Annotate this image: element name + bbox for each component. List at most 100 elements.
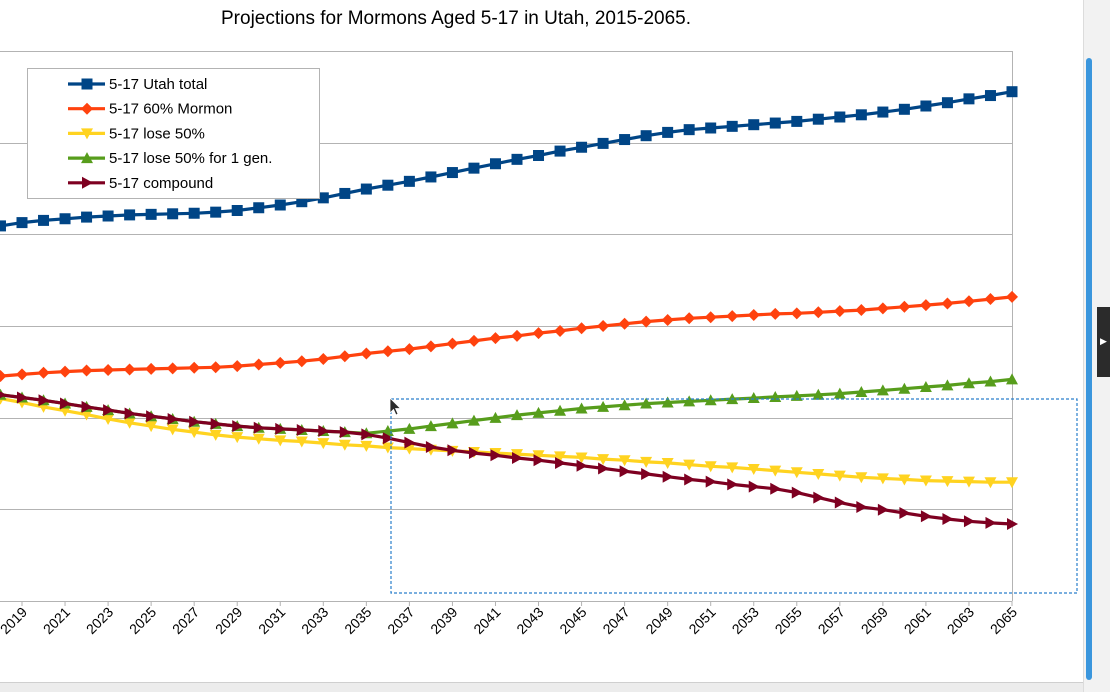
data-point bbox=[512, 452, 523, 464]
data-point bbox=[338, 350, 351, 363]
data-point bbox=[748, 119, 760, 131]
series-line bbox=[0, 397, 1012, 484]
data-point bbox=[533, 150, 545, 161]
data-point bbox=[81, 400, 93, 413]
data-point bbox=[640, 456, 653, 468]
data-point bbox=[167, 412, 179, 425]
data-point bbox=[231, 205, 243, 216]
data-point bbox=[661, 457, 674, 469]
legend-entry[interactable]: 5-17 lose 50% for 1 gen. bbox=[68, 150, 272, 167]
vertical-scrollbar-thumb[interactable] bbox=[1086, 58, 1092, 680]
data-point bbox=[339, 187, 351, 199]
data-point bbox=[963, 515, 975, 528]
data-point bbox=[0, 370, 7, 383]
data-point bbox=[919, 475, 932, 487]
data-point bbox=[295, 436, 308, 448]
legend-entry[interactable]: 5-17 compound bbox=[68, 175, 213, 192]
x-tick-label: 2043 bbox=[513, 604, 546, 637]
series-5[interactable] bbox=[0, 389, 1018, 530]
data-point bbox=[37, 366, 50, 379]
data-point bbox=[984, 293, 997, 306]
data-point bbox=[338, 439, 351, 451]
data-point bbox=[295, 355, 308, 368]
data-point bbox=[360, 440, 373, 452]
data-point bbox=[489, 158, 501, 170]
x-tick-label: 2063 bbox=[944, 604, 977, 637]
data-point bbox=[683, 124, 695, 136]
data-point bbox=[790, 307, 803, 320]
data-point bbox=[446, 337, 459, 350]
data-point bbox=[791, 486, 803, 499]
mouse-cursor-icon bbox=[389, 397, 402, 416]
data-point bbox=[618, 317, 631, 330]
data-point bbox=[833, 305, 846, 318]
data-point bbox=[747, 392, 760, 404]
x-tick-label: 2057 bbox=[815, 604, 848, 637]
data-point bbox=[855, 304, 868, 317]
data-point bbox=[876, 302, 889, 315]
data-point bbox=[619, 134, 631, 146]
legend-marker-icon bbox=[81, 102, 93, 115]
data-point bbox=[188, 427, 201, 439]
x-tick-label: 2037 bbox=[384, 604, 417, 637]
data-point bbox=[704, 394, 717, 406]
data-point bbox=[252, 433, 265, 445]
data-point bbox=[898, 382, 911, 394]
data-point bbox=[188, 361, 201, 374]
data-point bbox=[166, 424, 179, 436]
data-point bbox=[705, 122, 717, 134]
data-point bbox=[705, 475, 717, 488]
data-point bbox=[38, 214, 50, 226]
data-point bbox=[554, 451, 567, 463]
data-point bbox=[919, 299, 932, 312]
grid-layer bbox=[0, 51, 1013, 602]
selection-box[interactable] bbox=[390, 398, 1078, 594]
data-point bbox=[511, 153, 523, 165]
data-point bbox=[188, 207, 200, 219]
data-point bbox=[985, 516, 997, 529]
sidebar-toggle-handle[interactable] bbox=[1097, 307, 1110, 377]
data-point bbox=[80, 364, 93, 377]
series-3[interactable] bbox=[0, 393, 1018, 489]
data-point bbox=[876, 384, 889, 396]
legend-label: 5-17 Utah total bbox=[109, 76, 207, 93]
data-point bbox=[467, 334, 480, 347]
data-point bbox=[124, 209, 136, 221]
data-point bbox=[833, 470, 846, 482]
data-point bbox=[59, 213, 71, 225]
data-point bbox=[360, 183, 372, 195]
legend-entry[interactable]: 5-17 Utah total bbox=[68, 76, 207, 93]
data-point bbox=[166, 362, 179, 375]
data-point bbox=[16, 368, 28, 381]
data-point bbox=[274, 356, 287, 369]
data-point bbox=[532, 327, 545, 340]
data-point bbox=[232, 420, 244, 433]
series-2[interactable] bbox=[0, 290, 1018, 383]
data-point bbox=[834, 111, 846, 123]
legend-entry[interactable]: 5-17 lose 50% bbox=[68, 125, 205, 142]
legend[interactable]: 5-17 Utah total 5-17 60% Mormon 5-17 lose … bbox=[27, 68, 320, 199]
legend-marker-icon bbox=[82, 176, 93, 189]
data-point bbox=[252, 358, 265, 371]
legend-entry[interactable]: 5-17 60% Mormon bbox=[68, 101, 232, 118]
legend-label: 5-17 60% Mormon bbox=[109, 101, 232, 118]
data-point bbox=[662, 470, 674, 483]
data-point bbox=[942, 513, 954, 526]
data-point bbox=[941, 379, 954, 391]
data-point bbox=[60, 397, 72, 410]
data-point bbox=[856, 500, 868, 513]
x-tick-label: 2049 bbox=[642, 604, 675, 637]
data-point bbox=[899, 507, 911, 519]
x-tick-label: 2021 bbox=[40, 604, 73, 637]
data-point bbox=[0, 391, 7, 399]
data-point bbox=[684, 473, 696, 486]
data-point bbox=[576, 459, 588, 472]
data-point bbox=[575, 452, 588, 464]
data-point bbox=[769, 307, 782, 320]
data-point bbox=[146, 410, 158, 423]
data-point bbox=[812, 388, 825, 400]
data-point bbox=[209, 429, 222, 441]
series-1[interactable] bbox=[0, 86, 1018, 232]
data-point bbox=[59, 365, 72, 378]
x-tick-label: 2055 bbox=[772, 604, 805, 637]
